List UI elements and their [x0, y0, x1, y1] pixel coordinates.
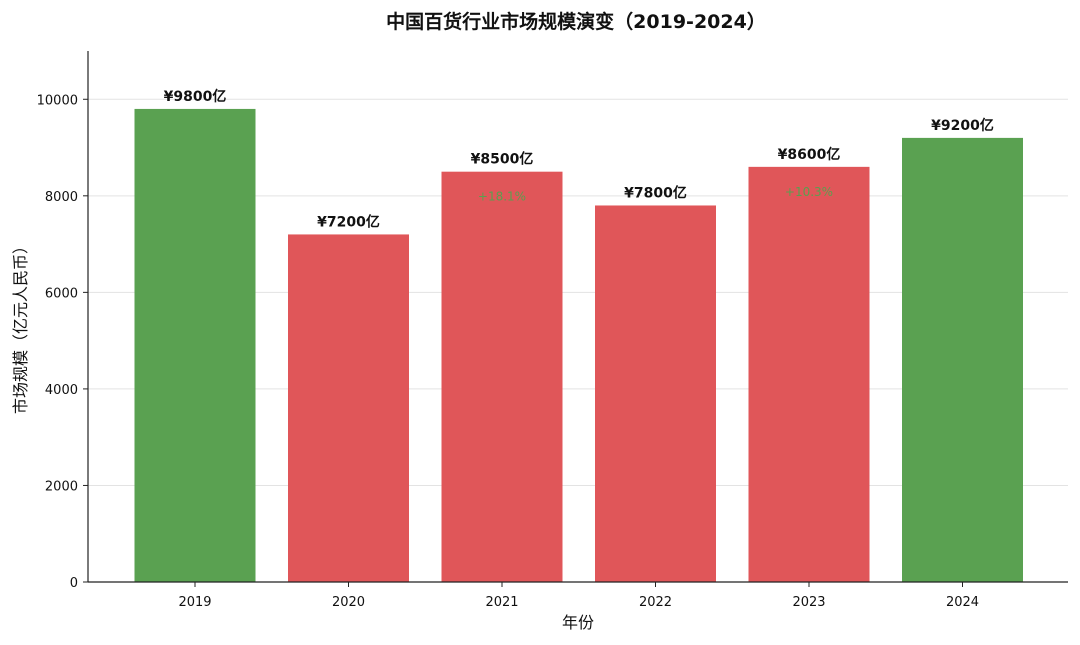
bar-2020 — [288, 234, 409, 582]
bar-2019 — [134, 108, 256, 582]
bar-value-label: ¥9200亿 — [931, 117, 994, 134]
bar-value-label: ¥8600亿 — [778, 146, 841, 163]
bar-2024 — [902, 137, 1023, 582]
bar-value-label: ¥9800亿 — [164, 88, 227, 105]
labels: ¥9800亿 ¥7200亿 ¥8500亿 ¥7800亿 ¥8600亿 ¥9200亿 +18.… — [164, 88, 994, 231]
y-tick-label: 4000 — [45, 383, 78, 398]
bar-2021 — [441, 171, 563, 582]
bar-value-label: ¥8500亿 — [471, 151, 534, 168]
x-tick-label: 2023 — [792, 595, 825, 610]
axes: 0 2000 4000 6000 8000 10000 2019 2020 2021 2022 20… — [37, 51, 1068, 610]
y-tick-label: 8000 — [45, 190, 78, 205]
x-tick-label: 2024 — [946, 595, 979, 610]
y-tick-label: 0 — [70, 576, 78, 591]
x-tick-label: 2020 — [332, 595, 365, 610]
y-tick-label: 10000 — [37, 93, 78, 108]
y-tick-label: 2000 — [45, 479, 78, 494]
bar-value-label: ¥7200亿 — [317, 213, 380, 230]
growth-annotation: +18.1% — [478, 190, 526, 204]
y-axis-label: 市场规模（亿元人民币） — [11, 238, 30, 414]
x-tick-label: 2022 — [639, 595, 672, 610]
chart-title: 中国百货行业市场规模演变（2019-2024） — [386, 10, 766, 33]
bars — [134, 108, 1023, 583]
bar-2023 — [748, 166, 870, 582]
x-axis-label: 年份 — [562, 613, 594, 632]
growth-annotation: +10.3% — [785, 185, 833, 199]
y-tick-label: 6000 — [45, 286, 78, 301]
x-tick-label: 2021 — [485, 595, 518, 610]
bar-2022 — [595, 205, 716, 583]
bar-value-label: ¥7800亿 — [624, 184, 687, 201]
x-tick-label: 2019 — [178, 595, 211, 610]
